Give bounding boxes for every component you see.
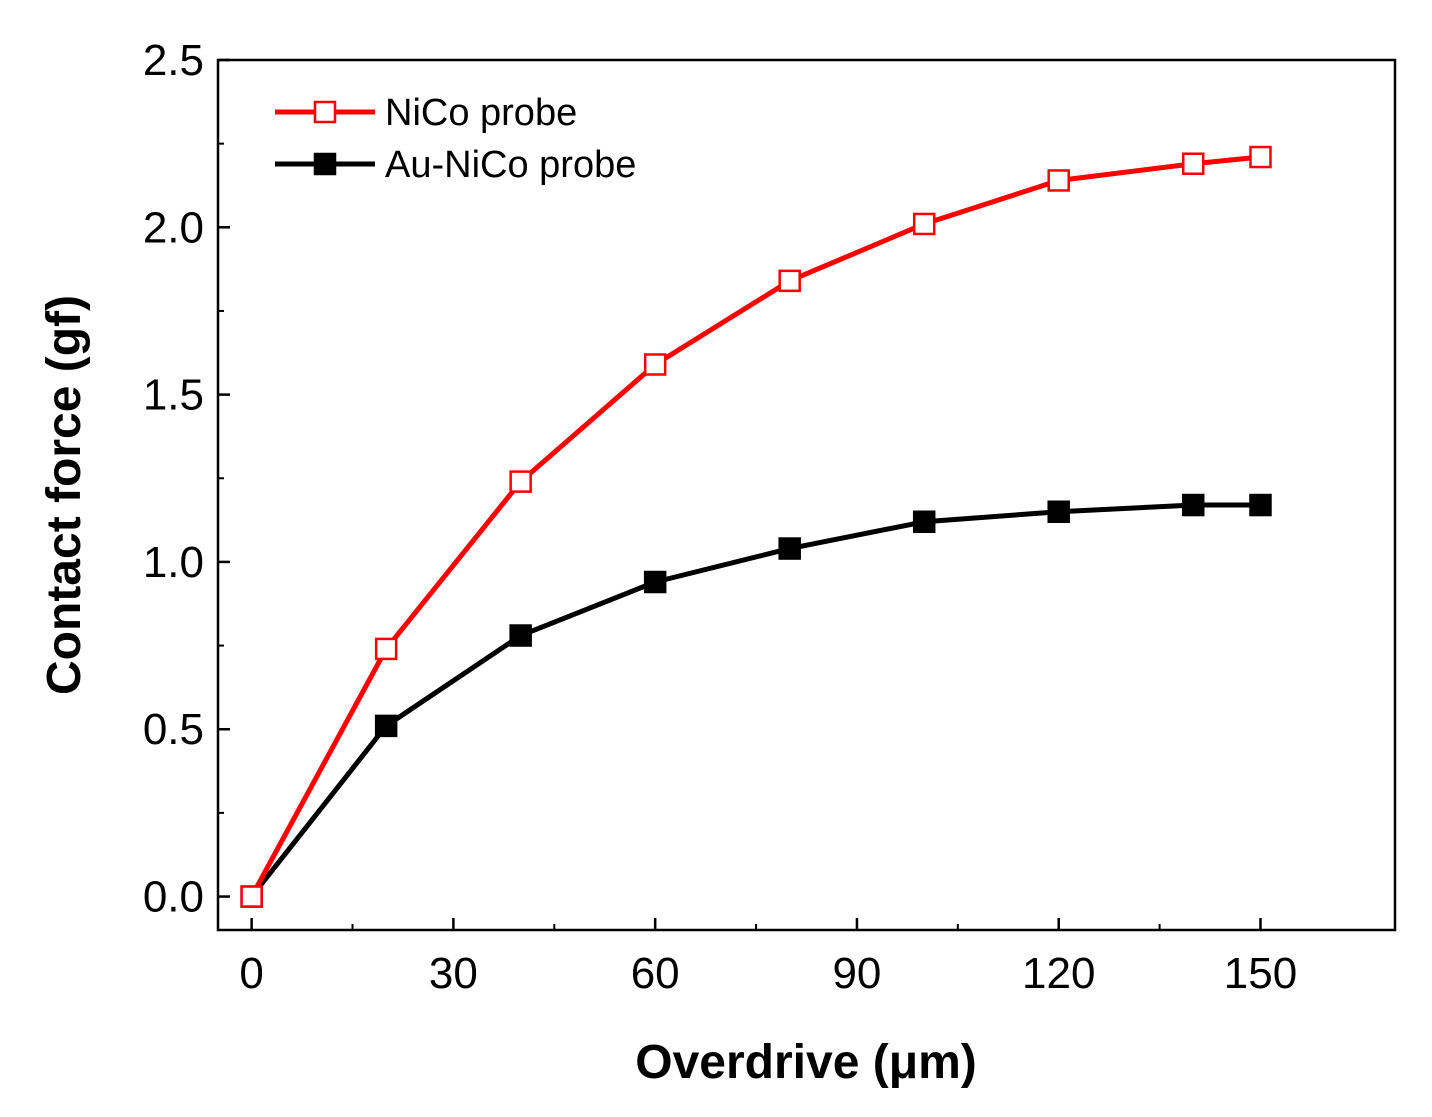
data-point-au-nico-probe bbox=[643, 570, 667, 594]
y-tick-label: 2.0 bbox=[143, 203, 204, 252]
y-tick-label: 0.0 bbox=[143, 873, 204, 922]
series-layer bbox=[240, 145, 1272, 908]
legend-label-nico-probe: NiCo probe bbox=[385, 92, 577, 134]
data-point-au-nico-probe bbox=[1181, 493, 1205, 517]
series-line-au-nico-probe bbox=[249, 502, 1261, 899]
y-tick-label: 0.5 bbox=[143, 705, 204, 754]
legend-marker-au-nico-probe bbox=[313, 152, 337, 176]
y-tick-label: 2.5 bbox=[143, 36, 204, 85]
data-point-au-nico-probe bbox=[1249, 493, 1272, 517]
x-tick-label: 0 bbox=[239, 949, 263, 998]
legend: NiCo probe Au-NiCo probe bbox=[275, 92, 636, 186]
y-tick-label: 1.5 bbox=[143, 371, 204, 420]
legend-marker-nico-probe bbox=[313, 100, 337, 124]
data-point-nico-probe bbox=[912, 212, 936, 236]
series-line-nico-probe bbox=[249, 154, 1261, 898]
data-point-au-nico-probe bbox=[509, 624, 532, 647]
data-point-au-nico-probe bbox=[912, 510, 936, 534]
x-tick-label: 30 bbox=[429, 949, 478, 998]
data-point-nico-probe bbox=[778, 269, 801, 293]
y-axis-title: Contact force (gf) bbox=[38, 295, 91, 695]
data-point-nico-probe bbox=[1181, 152, 1205, 175]
x-tick-label: 90 bbox=[832, 949, 881, 998]
data-point-nico-probe bbox=[1047, 169, 1070, 192]
y-tick-label: 1.0 bbox=[143, 538, 204, 587]
data-point-au-nico-probe bbox=[374, 714, 398, 738]
x-axis-title: Overdrive (μm) bbox=[635, 1036, 976, 1089]
x-axis: 0 30 60 90 120 150 bbox=[239, 918, 1297, 998]
y-axis: 0.0 0.5 1.0 1.5 2.0 2.5 bbox=[143, 36, 230, 922]
data-point-nico-probe bbox=[240, 885, 263, 908]
plot-frame bbox=[216, 58, 1397, 932]
x-tick-label: 120 bbox=[1022, 949, 1095, 998]
legend-label-au-nico-probe: Au-NiCo probe bbox=[385, 144, 636, 186]
data-point-nico-probe bbox=[643, 353, 667, 376]
data-point-au-nico-probe bbox=[778, 537, 801, 560]
data-point-nico-probe bbox=[509, 470, 532, 493]
x-tick-label: 150 bbox=[1224, 949, 1297, 998]
data-point-au-nico-probe bbox=[1047, 500, 1070, 523]
x-tick-label: 60 bbox=[631, 949, 680, 998]
data-point-nico-probe bbox=[1249, 145, 1272, 169]
data-point-nico-probe bbox=[374, 637, 398, 661]
